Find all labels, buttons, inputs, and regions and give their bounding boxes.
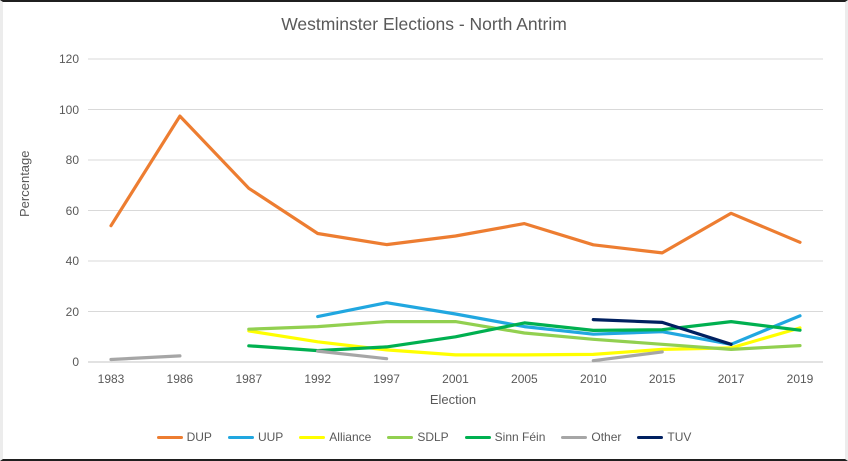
chart-title: Westminster Elections - North Antrim <box>281 14 567 34</box>
series-line-sinn-féin <box>247 320 802 353</box>
series-line-other <box>591 350 664 363</box>
x-tick-label-2001: 2001 <box>442 372 469 386</box>
legend-swatch-icon <box>561 435 588 439</box>
legend-swatch-icon <box>637 435 664 439</box>
legend-swatch-icon <box>156 435 183 439</box>
series-line-other <box>316 349 389 361</box>
x-tick-label-1986: 1986 <box>166 372 194 386</box>
legend-label: DUP <box>186 430 212 444</box>
y-tick-label-100: 100 <box>58 102 79 117</box>
x-tick-label-2015: 2015 <box>648 372 676 386</box>
legend-label: Sinn Féin <box>494 430 546 444</box>
x-tick-label-2010: 2010 <box>579 372 607 386</box>
legend-item-sdlp: SDLP <box>387 430 449 444</box>
x-tick-label-1992: 1992 <box>304 372 332 386</box>
legend-swatch-icon <box>227 435 254 439</box>
y-tick-label-80: 80 <box>65 153 79 167</box>
legend-item-tuv: TUV <box>637 430 691 444</box>
x-tick-label-1997: 1997 <box>373 372 400 386</box>
plot-area <box>88 58 823 363</box>
legend-swatch-icon <box>299 435 326 439</box>
legend-label: TUV <box>667 430 692 444</box>
series-line-tuv <box>591 318 733 346</box>
x-tick-label-2019: 2019 <box>786 372 814 386</box>
legend-item-uup: UUP <box>227 430 284 444</box>
legend: DUP UUP Alliance SDLP Sinn Féin Other TUV <box>3 430 845 444</box>
legend-label: Alliance <box>329 430 372 444</box>
series-line-sdlp <box>247 320 802 351</box>
series-line-other <box>109 354 182 362</box>
legend-label: UUP <box>257 430 284 444</box>
y-tick-label-40: 40 <box>65 254 79 268</box>
legend-item-other: Other <box>561 430 621 444</box>
x-tick-label-2005: 2005 <box>511 372 538 386</box>
y-tick-label-0: 0 <box>72 355 79 369</box>
y-tick-label-20: 20 <box>65 304 79 319</box>
x-tick-label-1987: 1987 <box>235 372 263 386</box>
x-tick-label-1983: 1983 <box>97 372 125 386</box>
x-axis-title: Election <box>429 392 477 407</box>
legend-label: Other <box>591 430 622 444</box>
x-tick-label-2017: 2017 <box>717 372 745 386</box>
legend-item-sinn-féin: Sinn Féin <box>464 430 546 444</box>
legend-swatch-icon <box>387 435 414 439</box>
legend-item-alliance: Alliance <box>299 430 371 444</box>
legend-label: SDLP <box>417 430 449 444</box>
legend-item-dup: DUP <box>156 430 212 444</box>
y-tick-label-60: 60 <box>65 203 79 218</box>
series-line-dup <box>109 114 802 255</box>
y-tick-label-120: 120 <box>58 52 79 66</box>
legend-swatch-icon <box>464 435 491 439</box>
